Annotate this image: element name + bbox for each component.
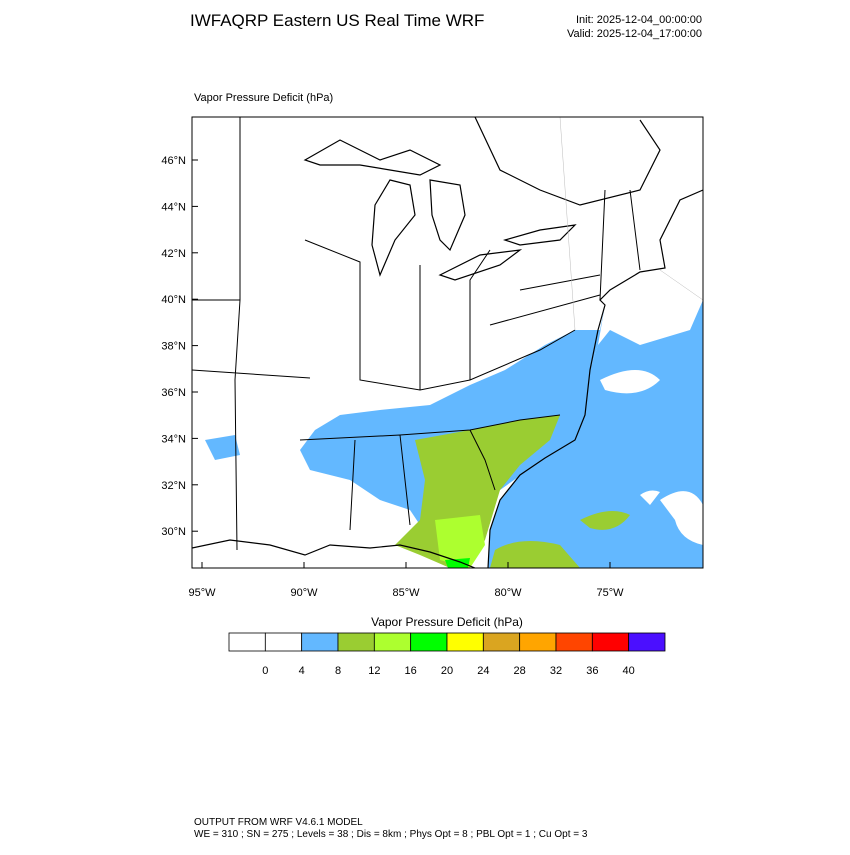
colorbar-box xyxy=(482,632,521,652)
init-time: Init: 2025-12-04_00:00:00 xyxy=(576,14,702,26)
footer-line: OUTPUT FROM WRF V4.6.1 MODEL xyxy=(194,817,363,828)
land-field xyxy=(300,305,605,545)
lat-label: 40°N xyxy=(161,294,186,306)
lat-label: 42°N xyxy=(161,248,186,260)
colorbar-box xyxy=(337,632,375,652)
map-area xyxy=(192,117,703,568)
colorbar-label: 32 xyxy=(550,665,562,677)
colorbar-box xyxy=(628,632,666,652)
colorbar-label: 16 xyxy=(405,665,417,677)
land-higher-field xyxy=(435,515,485,568)
colorbar-box xyxy=(410,632,448,652)
colorbar-label: 24 xyxy=(477,665,489,677)
lat-label: 34°N xyxy=(161,433,186,445)
colorbar-box xyxy=(591,632,630,652)
colorbar-box xyxy=(228,632,266,652)
graticule xyxy=(559,117,703,331)
lat-label: 44°N xyxy=(161,201,186,213)
colorbar-label: 8 xyxy=(335,665,341,677)
colorbar-label: 28 xyxy=(514,665,526,677)
cloud-gap xyxy=(600,370,703,545)
lat-label: 32°N xyxy=(161,480,186,492)
ocean-high-field xyxy=(490,511,630,568)
colorbar-title: Vapor Pressure Deficit (hPa) xyxy=(371,615,523,629)
colorbar: 0 4 8 12 16 20 24 28 32 36 40 xyxy=(228,632,666,677)
axis-labels: 46°N 44°N 42°N 40°N 38°N 36°N 34°N 32°N 30°N 95°W… xyxy=(161,155,624,599)
colorbar-label: 40 xyxy=(623,665,635,677)
colorbar-label: 20 xyxy=(441,665,453,677)
colorbar-box xyxy=(446,632,484,652)
lat-label: 30°N xyxy=(161,526,186,538)
lon-label: 75°W xyxy=(596,587,624,599)
colorbar-box xyxy=(519,632,557,652)
valid-time: Valid: 2025-12-04_17:00:00 xyxy=(567,28,702,40)
state-borders xyxy=(192,117,641,551)
land-field xyxy=(205,435,240,460)
colorbar-box xyxy=(301,632,339,652)
coastlines xyxy=(192,117,703,568)
lon-label: 80°W xyxy=(494,587,522,599)
footer-line: WE = 310 ; SN = 275 ; Levels = 38 ; Dis … xyxy=(194,829,588,840)
lat-label: 46°N xyxy=(161,155,186,167)
lon-label: 85°W xyxy=(392,587,420,599)
map-title: Vapor Pressure Deficit (hPa) xyxy=(194,92,333,104)
lon-label: 90°W xyxy=(290,587,318,599)
land-peak-field xyxy=(445,558,470,568)
colorbar-box xyxy=(264,632,303,652)
lat-label: 36°N xyxy=(161,387,186,399)
colorbar-box xyxy=(373,632,412,652)
colorbar-box xyxy=(555,632,593,652)
colorbar-label: 12 xyxy=(368,665,380,677)
lon-label: 95°W xyxy=(188,587,216,599)
map-frame xyxy=(191,116,704,569)
colorbar-label: 0 xyxy=(262,665,268,677)
lat-label: 38°N xyxy=(161,341,186,353)
colorbar-label: 4 xyxy=(299,665,305,677)
colorbar-label: 36 xyxy=(586,665,598,677)
main-title: IWFAQRP Eastern US Real Time WRF xyxy=(190,11,484,30)
